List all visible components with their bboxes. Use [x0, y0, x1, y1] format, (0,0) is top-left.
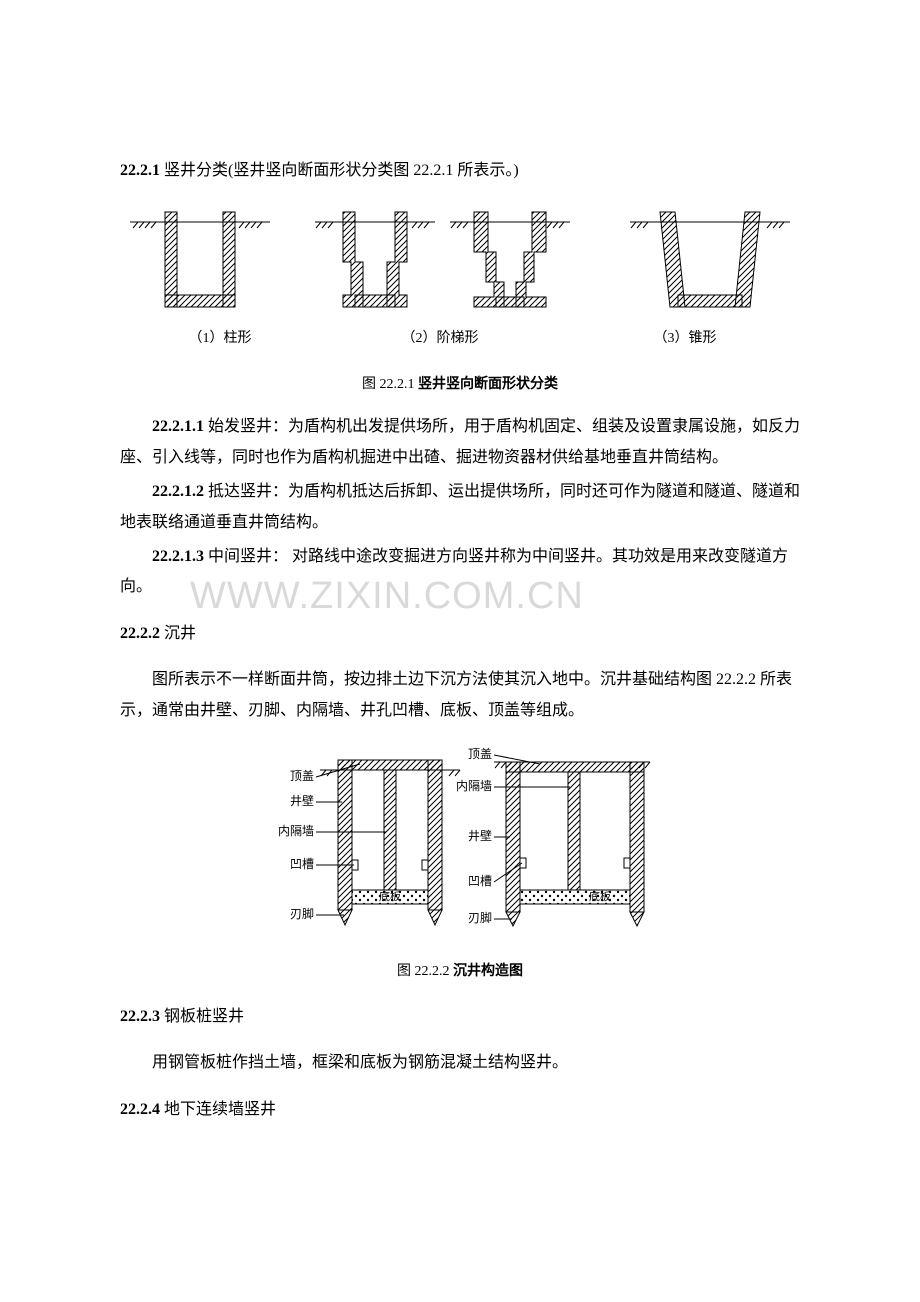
figure-22-2-2-svg: 底板 顶盖 井壁 内隔墙 凹槽 刃脚: [240, 740, 680, 940]
para-22-2-1-3: 22.2.1.3 中间竖井： 对路线中途改变掘进方向竖井称为中间竖井。其功效是用…: [120, 542, 800, 603]
svg-text:顶盖: 顶盖: [290, 769, 314, 783]
section3-title: 钢板桩竖井: [160, 1008, 244, 1025]
p3-text: 中间竖井： 对路线中途改变掘进方向竖井称为中间竖井。其功效是用来改变隧道方向。: [120, 548, 788, 595]
wm-wrap: 22.2.1.3 中间竖井： 对路线中途改变掘进方向竖井称为中间竖井。其功效是用…: [120, 542, 800, 603]
para-22-2-1-2: 22.2.1.2 抵达竖井：为盾构机抵达后拆卸、运出提供场所，同时还可作为隧道和…: [120, 477, 800, 538]
p3-num: 22.2.1.3: [152, 548, 204, 565]
p4-text: 图所表示不一样断面井筒，按边排土边下沉方法使其沉入地中。沉井基础结构图 22.2…: [120, 671, 792, 718]
figure-22-2-1-caption: 图 22.2.1 竖井竖向断面形状分类: [120, 372, 800, 399]
svg-text:顶盖: 顶盖: [468, 747, 492, 761]
svg-text:底板: 底板: [589, 889, 611, 903]
para-22-2-3-body: 用钢管板桩作挡土墙，框梁和底板为钢筋混凝土结构竖井。: [120, 1048, 800, 1078]
p5-text: 用钢管板桩作挡土墙，框梁和底板为钢筋混凝土结构竖井。: [152, 1054, 568, 1071]
heading-22-2-3: 22.2.3 钢板桩竖井: [120, 1002, 800, 1032]
p2-text: 抵达竖井：为盾构机抵达后拆卸、运出提供场所，同时还可作为隧道和隧道、隧道和地表联…: [120, 483, 800, 530]
p1-text: 始发竖井：为盾构机出发提供场所，用于盾构机固定、组装及设置隶属设施，如反力座、引…: [120, 418, 800, 465]
svg-text:井壁: 井壁: [290, 793, 314, 808]
section4-title: 地下连续墙竖井: [160, 1101, 276, 1118]
fig1-cap-prefix: 图 22.2.1: [362, 377, 418, 392]
fig1-cap-bold: 竖井竖向断面形状分类: [418, 377, 558, 392]
figure-22-2-1-svg: （1）柱形 （2）阶梯形 （3）锥形: [120, 202, 800, 352]
fig1-sub1: （1）柱形: [189, 330, 252, 346]
svg-text:井壁: 井壁: [468, 828, 492, 843]
heading-num: 22.2.1: [120, 162, 160, 179]
figure-22-2-2-caption: 图 22.2.2 沉井构造图: [120, 959, 800, 986]
heading-text: 竖井分类(竖井竖向断面形状分类图 22.2.1 所表示。): [160, 162, 519, 179]
heading-22-2-4: 22.2.4 地下连续墙竖井: [120, 1095, 800, 1125]
svg-text:凹槽: 凹槽: [468, 874, 492, 888]
figure-22-2-2: 底板 顶盖 井壁 内隔墙 凹槽 刃脚: [120, 740, 800, 951]
svg-text:刃脚: 刃脚: [290, 906, 314, 921]
section2-num: 22.2.2: [120, 625, 160, 642]
section4-num: 22.2.4: [120, 1101, 160, 1118]
fig2-cap-prefix: 图 22.2.2: [397, 964, 453, 979]
page: 22.2.1 竖井分类(竖井竖向断面形状分类图 22.2.1 所表示。): [0, 0, 920, 1241]
heading-22-2-1: 22.2.1 竖井分类(竖井竖向断面形状分类图 22.2.1 所表示。): [120, 156, 800, 186]
svg-text:内隔墙: 内隔墙: [278, 824, 314, 838]
fig1-sub2: （2）阶梯形: [402, 330, 479, 346]
svg-text:底板: 底板: [379, 889, 401, 903]
p2-num: 22.2.1.2: [152, 483, 204, 500]
svg-text:内隔墙: 内隔墙: [456, 779, 492, 793]
svg-text:刃脚: 刃脚: [468, 910, 492, 925]
para-22-2-1-1: 22.2.1.1 始发竖井：为盾构机出发提供场所，用于盾构机固定、组装及设置隶属…: [120, 412, 800, 473]
fig1-sub3: （3）锥形: [654, 330, 717, 346]
section3-num: 22.2.3: [120, 1008, 160, 1025]
figure-22-2-1: （1）柱形 （2）阶梯形 （3）锥形: [120, 202, 800, 363]
para-22-2-2-body: 图所表示不一样断面井筒，按边排土边下沉方法使其沉入地中。沉井基础结构图 22.2…: [120, 665, 800, 726]
svg-text:凹槽: 凹槽: [290, 857, 314, 871]
p1-num: 22.2.1.1: [152, 418, 204, 435]
fig2-cap-bold: 沉井构造图: [453, 964, 523, 979]
